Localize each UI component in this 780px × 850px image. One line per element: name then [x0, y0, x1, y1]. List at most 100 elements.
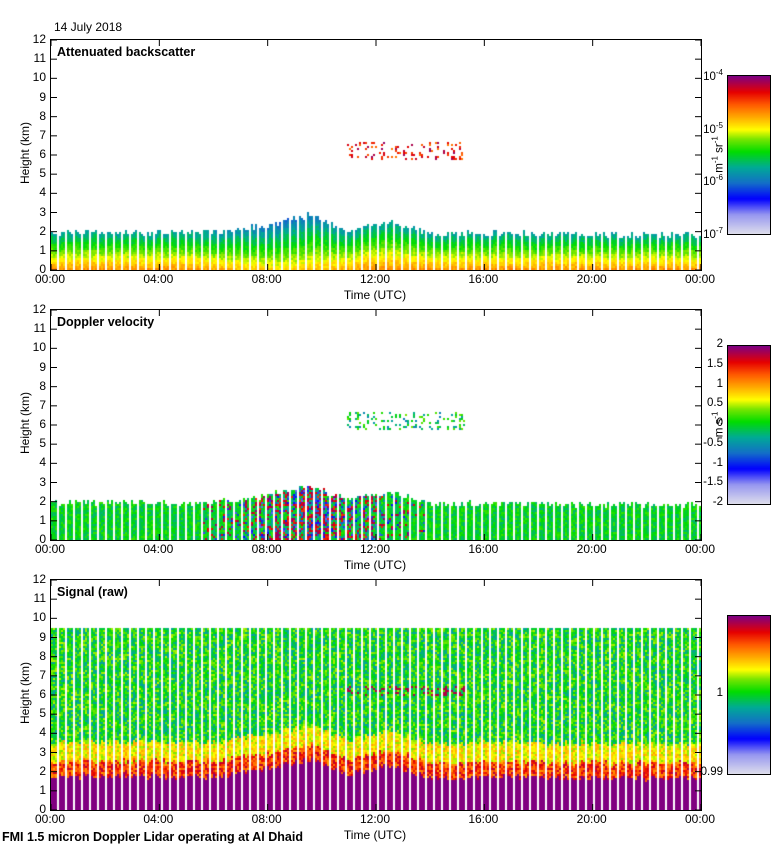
colorbar-tick-label: 0	[716, 417, 723, 429]
x-tick-label: 00:00	[684, 272, 716, 286]
y-tick-label: 8	[39, 108, 46, 123]
y-tick-label: 7	[39, 127, 46, 142]
x-tick-label: 00:00	[34, 272, 66, 286]
colorbar-tick-label: 10-4	[703, 68, 723, 83]
y-tick-label: 3	[39, 744, 46, 759]
y-tick-label: 12	[32, 32, 46, 46]
x-tick-label: 20:00	[576, 272, 607, 286]
y-tick-label: 5	[39, 166, 46, 181]
y-tick-label: 3	[39, 474, 46, 489]
y-tick-label: 2	[39, 493, 46, 508]
y-tick-label: 1	[39, 242, 46, 257]
colorbar-gradient	[728, 346, 770, 504]
colorbar	[727, 615, 771, 775]
y-tick-label: 4	[39, 185, 46, 200]
x-tick-label: 16:00	[468, 542, 499, 556]
y-tick-label: 11	[33, 321, 46, 336]
y-tick-label: 10	[32, 340, 46, 355]
y-tick-label: 11	[33, 591, 46, 606]
y-tick-label: 4	[39, 455, 46, 470]
x-tick-label: 20:00	[576, 812, 607, 826]
x-tick-label: 00:00	[684, 542, 716, 556]
x-tick-label: 00:00	[34, 812, 66, 826]
y-axis-label: Height (km)	[18, 392, 32, 455]
colorbar-tick-label: 0.5	[707, 397, 723, 410]
y-tick-label: 9	[39, 359, 46, 374]
y-tick-label: 9	[39, 89, 46, 104]
y-tick-label: 1	[39, 782, 46, 797]
x-axis-label: Time (UTC)	[343, 828, 407, 842]
x-tick-label: 12:00	[359, 812, 391, 826]
y-tick-label: 0	[39, 532, 46, 546]
colorbar-tick-label: -1.5	[703, 476, 723, 489]
y-axis-label: Height (km)	[18, 662, 32, 725]
colorbar	[727, 345, 771, 505]
y-tick-label: 7	[39, 397, 46, 412]
date-label: 14 July 2018	[54, 20, 123, 34]
colorbar-gradient	[728, 616, 770, 774]
x-tick-label: 04:00	[143, 272, 174, 286]
x-axis-label: Time (UTC)	[343, 558, 407, 572]
x-tick-label: 04:00	[143, 812, 174, 826]
colorbar-unit-label: m s-1	[710, 411, 726, 438]
x-tick-label: 12:00	[359, 542, 391, 556]
x-tick-label: 16:00	[468, 272, 499, 286]
y-tick-label: 0	[39, 262, 46, 276]
y-tick-label: 3	[39, 204, 46, 219]
heatmap-image	[51, 310, 701, 540]
heatmap-panel-2: Signal (raw)	[50, 579, 702, 811]
panel-title: Signal (raw)	[57, 585, 128, 599]
y-tick-label: 5	[39, 706, 46, 721]
x-tick-label: 12:00	[359, 272, 391, 286]
y-tick-label: 1	[39, 512, 46, 527]
y-tick-label: 10	[32, 610, 46, 625]
y-tick-label: 6	[39, 147, 46, 161]
panel-title: Attenuated backscatter	[57, 45, 196, 59]
heatmap-image	[51, 40, 701, 270]
y-tick-label: 10	[32, 70, 46, 85]
y-tick-label: 6	[39, 417, 46, 431]
y-tick-label: 2	[39, 763, 46, 778]
x-tick-label: 00:00	[34, 542, 66, 556]
x-tick-label: 08:00	[251, 542, 282, 556]
x-tick-label: 08:00	[251, 812, 282, 826]
y-tick-label: 5	[39, 436, 46, 451]
y-tick-label: 6	[39, 687, 46, 701]
y-tick-label: 2	[39, 223, 46, 238]
y-tick-label: 8	[39, 378, 46, 393]
colorbar-tick-label: 1	[716, 377, 723, 390]
colorbar-tick-label: 10-5	[703, 120, 723, 136]
colorbar-tick-label: -0.5	[703, 436, 723, 449]
y-tick-label: 9	[39, 629, 46, 644]
instrument-footer: FMI 1.5 micron Doppler Lidar operating a…	[2, 830, 303, 844]
y-tick-label: 4	[39, 725, 46, 740]
heatmap-panel-0: Attenuated backscatter	[50, 39, 702, 271]
y-tick-label: 12	[32, 572, 46, 586]
colorbar-tick-label: 0.99	[700, 766, 723, 778]
x-tick-label: 16:00	[468, 812, 499, 826]
y-tick-label: 8	[39, 648, 46, 663]
y-axis-label: Height (km)	[18, 122, 32, 185]
y-tick-label: 0	[39, 802, 46, 816]
x-tick-label: 04:00	[143, 542, 174, 556]
colorbar-unit-label: m-1 sr-1	[710, 136, 726, 173]
colorbar-tick-label: 2	[716, 338, 723, 350]
heatmap-image	[51, 580, 701, 810]
y-tick-label: 7	[39, 667, 46, 682]
colorbar-tick-label: 1.5	[707, 357, 723, 370]
colorbar-tick-label: 1	[716, 687, 723, 699]
colorbar	[727, 75, 771, 235]
x-tick-label: 00:00	[684, 812, 716, 826]
colorbar-tick-label: 10-6	[703, 173, 723, 189]
x-axis-label: Time (UTC)	[343, 288, 407, 302]
y-tick-label: 11	[33, 51, 46, 66]
colorbar-tick-label: 10-7	[703, 226, 723, 241]
heatmap-panel-1: Doppler velocity	[50, 309, 702, 541]
panel-title: Doppler velocity	[57, 315, 155, 329]
x-tick-label: 20:00	[576, 542, 607, 556]
colorbar-tick-label: -2	[712, 496, 723, 508]
x-tick-label: 08:00	[251, 272, 282, 286]
y-tick-label: 12	[32, 302, 46, 316]
colorbar-tick-label: -1	[712, 456, 723, 469]
colorbar-gradient	[728, 76, 770, 234]
